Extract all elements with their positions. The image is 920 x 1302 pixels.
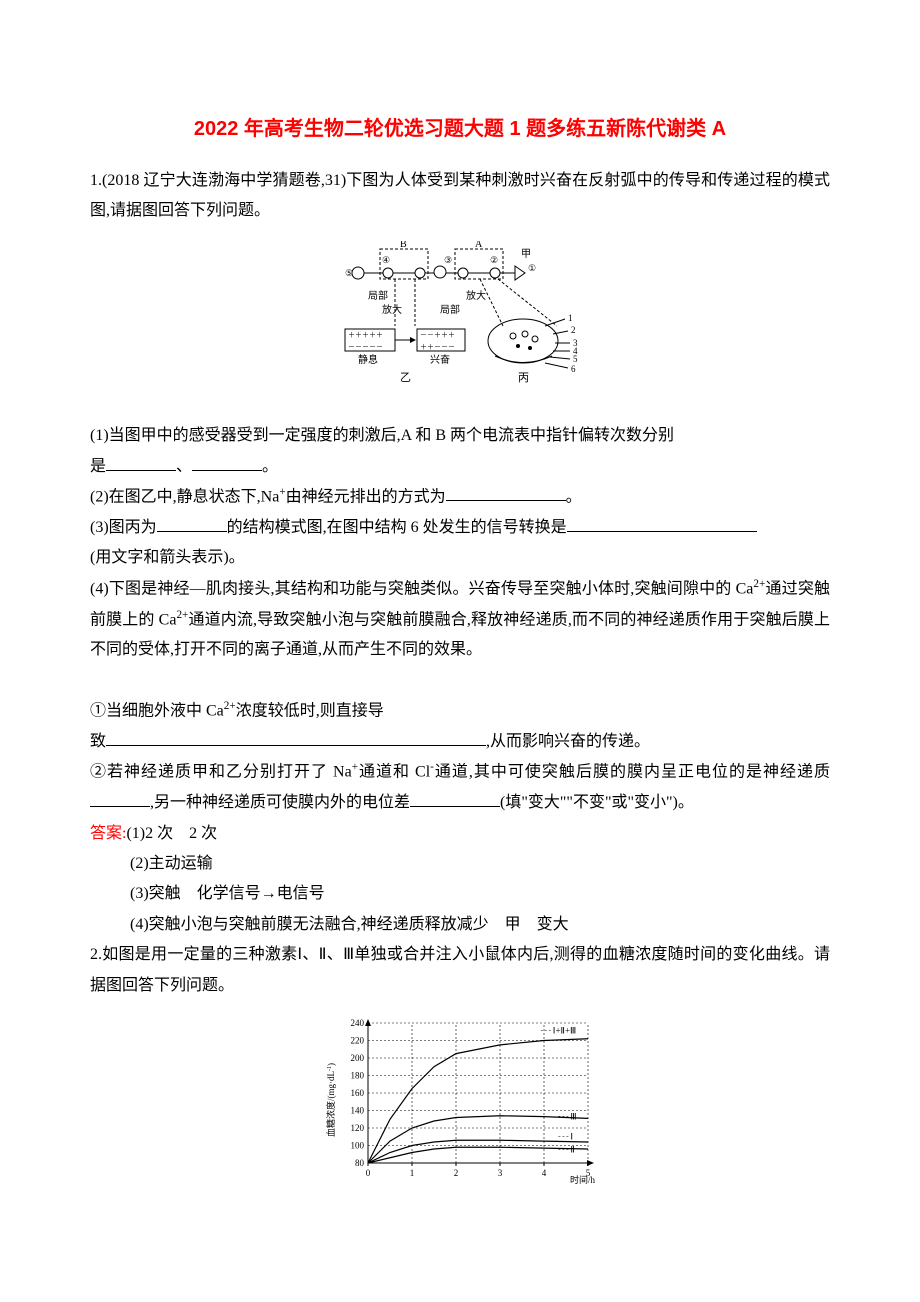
- blank: [446, 482, 566, 501]
- label-1: ①: [528, 263, 536, 273]
- q1-sub4-1b: 浓度较低时,则直接导: [236, 702, 384, 719]
- blank: [106, 727, 486, 746]
- svg-text:＋＋－－－: ＋＋－－－: [420, 343, 455, 351]
- label-jubu1: 局部: [368, 289, 388, 302]
- blank: [192, 452, 262, 471]
- svg-text:4: 4: [542, 1168, 547, 1178]
- period: 。: [262, 458, 278, 475]
- svg-text:Ⅰ: Ⅰ: [570, 1131, 573, 1141]
- q1-sub4-1c: 致 ,从而影响兴奋的传递。: [90, 727, 830, 758]
- q1-sub4-2e: (填"变大""不变"或"变小")。: [500, 794, 694, 811]
- answer-label: 答案:: [90, 825, 126, 842]
- q1-sub3: (3)图丙为 的结构模式图,在图中结构 6 处发生的信号转换是: [90, 513, 830, 544]
- svg-text:180: 180: [351, 1070, 365, 1080]
- q1-sub4-2: ②若神经递质甲和乙分别打开了 Na+通道和 Cl-通道,其中可使突触后膜的膜内呈…: [90, 757, 830, 818]
- q1-sub4-a: (4)下图是神经—肌肉接头,其结构和功能与突触类似。兴奋传导至突触小体时,突触间…: [90, 580, 753, 597]
- label-xingfen: 兴奋: [430, 353, 450, 366]
- svg-text:140: 140: [351, 1105, 365, 1115]
- svg-text:2: 2: [454, 1168, 459, 1178]
- blank: [90, 788, 150, 807]
- label-B: B: [400, 241, 407, 250]
- blank: [106, 452, 176, 471]
- q1-sub4-2c: 通道,其中可使突触后膜的膜内呈正电位的是神经递质: [434, 764, 830, 781]
- page-title: 2022 年高考生物二轮优选习题大题 1 题多练五新陈代谢类 A: [90, 110, 830, 148]
- label-fangda1: 放大: [382, 303, 402, 316]
- label-s6: 6: [571, 364, 576, 374]
- label-s5: 5: [573, 354, 578, 364]
- q1-sub4-1: ①当细胞外液中 Ca2+浓度较低时,则直接导: [90, 696, 830, 727]
- svg-text:0: 0: [366, 1168, 371, 1178]
- label-A: A: [475, 241, 483, 250]
- q1-sub1-a: (1)当图甲中的感受器受到一定强度的刺激后,A 和 B 两个电流表中指针偏转次数…: [90, 421, 830, 451]
- q1-sub4-1c-text: 致: [90, 733, 106, 750]
- ans1: (1)2 次 2 次: [126, 825, 217, 842]
- q1-sub1-b: 是 、 。: [90, 452, 830, 483]
- q1-sub2: (2)在图乙中,静息状态下,Na+由神经元排出的方式为。: [90, 482, 830, 513]
- sup: 2+: [753, 578, 765, 590]
- q2-stem: 2.如图是用一定量的三种激素Ⅰ、Ⅱ、Ⅲ单独或合并注入小鼠体内后,测得的血糖浓度随…: [90, 940, 830, 1001]
- q1-sub1-b-text: 是: [90, 458, 106, 475]
- svg-text:3: 3: [498, 1168, 503, 1178]
- ans2: (2)主动运输: [130, 849, 830, 879]
- label-4: ④: [382, 255, 390, 265]
- svg-text:＋＋＋＋＋: ＋＋＋＋＋: [348, 331, 383, 339]
- q1-answer: 答案:(1)2 次 2 次: [90, 819, 830, 849]
- svg-text:240: 240: [351, 1018, 365, 1028]
- label-5: ⑤: [345, 268, 353, 278]
- svg-text:80: 80: [355, 1158, 365, 1168]
- label-2: ②: [490, 255, 498, 265]
- label-yi: 乙: [400, 371, 411, 384]
- q2-chart: 10012014016018020022024080012345Ⅰ+Ⅱ+ⅢⅢⅠⅡ…: [90, 1015, 830, 1196]
- q1-sub2-a: (2)在图乙中,静息状态下,Na: [90, 488, 279, 505]
- q1-sub4-1d: ,从而影响兴奋的传递。: [486, 733, 650, 750]
- svg-text:1: 1: [410, 1168, 415, 1178]
- svg-text:－－－－－: －－－－－: [348, 343, 383, 351]
- blank: [567, 513, 757, 532]
- q1-diagram: B A 甲 ⑤ ④ ③ ② ①: [90, 241, 830, 407]
- svg-text:Ⅰ+Ⅱ+Ⅲ: Ⅰ+Ⅱ+Ⅲ: [553, 1025, 576, 1035]
- svg-text:时间/h: 时间/h: [570, 1174, 596, 1185]
- label-fangda2: 放大: [466, 289, 486, 302]
- blank: [410, 788, 500, 807]
- q1-sub4-2d: ,另一种神经递质可使膜内外的电位差: [150, 794, 410, 811]
- sep: 、: [176, 458, 192, 475]
- ans4: (4)突触小泡与突触前膜无法融合,神经递质释放减少 甲 变大: [130, 910, 830, 940]
- blank: [157, 513, 227, 532]
- ans3: (3)突触 化学信号→电信号: [130, 879, 830, 909]
- q1-sub3-b: 的结构模式图,在图中结构 6 处发生的信号转换是: [227, 519, 567, 536]
- q1-sub4: (4)下图是神经—肌肉接头,其结构和功能与突触类似。兴奋传导至突触小体时,突触间…: [90, 574, 830, 666]
- q1-sub4-2b: 通道和 Cl: [358, 764, 430, 781]
- label-3: ③: [444, 255, 452, 265]
- svg-text:－－＋＋＋: －－＋＋＋: [420, 331, 455, 339]
- q1-sub3-a: (3)图丙为: [90, 519, 157, 536]
- sup: 2+: [224, 700, 236, 712]
- sup: 2+: [176, 609, 188, 621]
- svg-text:200: 200: [351, 1053, 365, 1063]
- label-s2: 2: [571, 325, 576, 335]
- label-s1: 1: [568, 313, 573, 323]
- label-jia: 甲: [521, 249, 531, 260]
- q1-sub2-b: 由神经元排出的方式为: [286, 488, 446, 505]
- label-jingxi: 静息: [358, 353, 378, 366]
- svg-text:100: 100: [351, 1140, 365, 1150]
- svg-text:Ⅲ: Ⅲ: [570, 1111, 576, 1121]
- svg-text:Ⅱ: Ⅱ: [570, 1144, 574, 1154]
- svg-text:220: 220: [351, 1035, 365, 1045]
- q1-stem: 1.(2018 辽宁大连渤海中学猜题卷,31)下图为人体受到某种刺激时兴奋在反射…: [90, 166, 830, 227]
- q1-sub4-c: 通道内流,导致突触小泡与突触前膜融合,释放神经递质,而不同的神经递质作用于突触后…: [90, 611, 830, 658]
- svg-text:160: 160: [351, 1088, 365, 1098]
- q1-sub4-2a: ②若神经递质甲和乙分别打开了 Na: [90, 764, 352, 781]
- svg-text:120: 120: [351, 1123, 365, 1133]
- q1-sub4-1a: ①当细胞外液中 Ca: [90, 702, 224, 719]
- period: 。: [566, 488, 582, 505]
- q1-sub3-c: (用文字和箭头表示)。: [90, 543, 830, 573]
- svg-text:血糖浓度/(mg·dL-1): 血糖浓度/(mg·dL-1): [325, 1063, 336, 1137]
- label-bing: 丙: [518, 372, 529, 384]
- label-jubu2: 局部: [440, 303, 460, 316]
